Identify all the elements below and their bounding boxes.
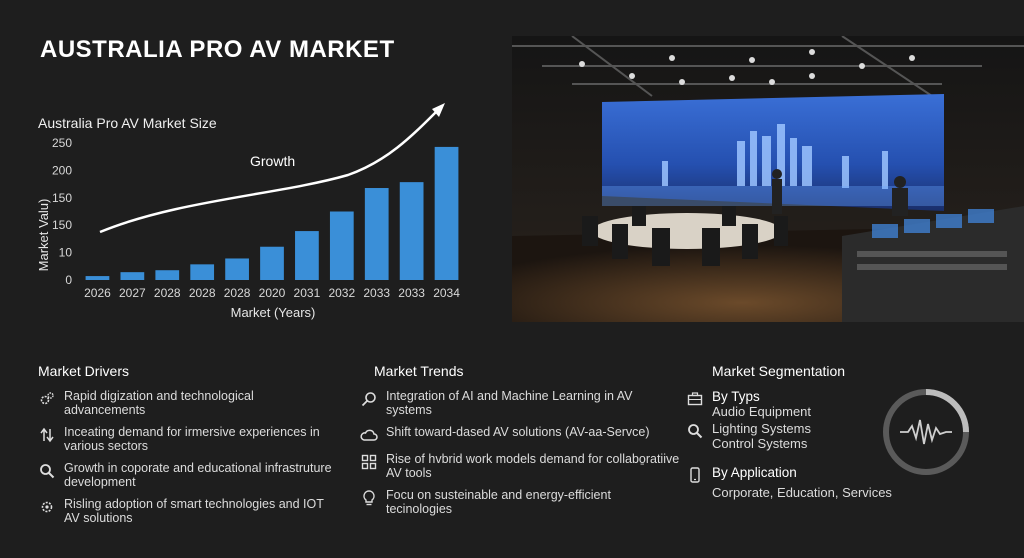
search-icon (686, 422, 704, 440)
list-item: Growth in coporate and educational infra… (38, 461, 338, 489)
conference-room-photo (512, 36, 1024, 322)
market-segmentation-heading: Market Segmentation (712, 363, 846, 379)
trend-text: Shift toward-dased AV solutions (AV-aa-S… (386, 425, 650, 439)
list-item: Rapid digization and technological advan… (38, 389, 338, 417)
bar (434, 146, 459, 280)
x-tick-label: 2028 (224, 286, 251, 300)
list-item: Inceating demand for irmersive experienc… (38, 425, 338, 453)
grid-icon (360, 453, 378, 471)
gears-icon (38, 390, 56, 408)
x-tick-label: 2026 (84, 286, 111, 300)
driver-text: Growth in coporate and educational infra… (64, 461, 332, 489)
x-tick-label: 2027 (119, 286, 146, 300)
y-axis-title: Market Valu) (36, 199, 51, 272)
market-drivers-section: Market Drivers Rapid digization and tech… (38, 363, 338, 533)
page-title: AUSTRALIA PRO AV MARKET (40, 36, 395, 63)
search-icon (360, 390, 378, 408)
y-tick-label: 0 (65, 273, 72, 287)
bar (85, 276, 110, 280)
bar (399, 182, 424, 280)
market-trends-section: Market Trends Integration of AI and Mach… (360, 363, 680, 524)
growth-arrow-head (432, 103, 445, 117)
y-tick-label: 10 (59, 246, 73, 260)
bar (329, 211, 354, 280)
trend-text: Integration of AI and Machine Learning i… (386, 389, 633, 417)
x-tick-label: 2031 (294, 286, 321, 300)
segment-item: Audio Equipment (712, 404, 812, 419)
trend-text: Focu on susteinable and energy-efficient… (386, 488, 611, 516)
x-tick-label: 2020 (259, 286, 286, 300)
bar (190, 264, 215, 280)
phone-icon (686, 466, 704, 484)
chart-title: Australia Pro AV Market Size (38, 115, 217, 131)
growth-arrow (99, 106, 442, 234)
x-tick-label: 2032 (328, 286, 355, 300)
cloud-icon (360, 426, 378, 444)
bar (120, 272, 145, 280)
x-tick-label: 2028 (189, 286, 216, 300)
y-tick-label: 150 (52, 191, 72, 205)
market-trends-heading: Market Trends (374, 363, 464, 379)
driver-text: Inceating demand for irmersive experienc… (64, 425, 320, 453)
bar (260, 246, 284, 280)
growth-annotation: Growth (250, 153, 295, 169)
driver-text: Risling adoption of smart technologies a… (64, 497, 324, 525)
segment-item: Corporate, Education, Services (712, 485, 892, 500)
x-tick-label: 2033 (363, 286, 390, 300)
driver-text: Rapid digization and technological advan… (64, 389, 254, 417)
segment-item: Lighting Systems (712, 421, 811, 436)
bar (295, 231, 319, 280)
list-item: Risling adoption of smart technologies a… (38, 497, 338, 525)
market-segmentation-section: Market Segmentation By Typs Audio Equipm… (686, 363, 996, 508)
segment-by-type: By Typs Audio Equipment (686, 389, 996, 419)
waveform-icon (880, 386, 972, 478)
x-tick-label: 2033 (398, 286, 425, 300)
segment-by-type-cont: Lighting Systems Control Systems (686, 421, 996, 451)
bar (364, 188, 389, 280)
by-type-label: By Typs (712, 389, 760, 404)
arrows-updown-icon (38, 426, 56, 444)
trend-text: Rise of hvbrid work models demand for co… (386, 452, 680, 480)
y-tick-label: 150 (52, 218, 72, 232)
briefcase-icon (686, 390, 704, 408)
market-size-chart: Australia Pro AV Market Size Market Valu… (36, 103, 460, 320)
y-tick-label: 200 (52, 163, 72, 177)
list-item: Shift toward-dased AV solutions (AV-aa-S… (360, 425, 680, 444)
list-item: Focu on susteinable and energy-efficient… (360, 488, 680, 516)
x-axis-title: Market (Years) (231, 305, 316, 320)
segment-item: Control Systems (712, 436, 808, 451)
x-tick-label: 2028 (154, 286, 181, 300)
bar (225, 258, 249, 280)
bar (155, 270, 180, 280)
settings-icon (38, 498, 56, 516)
by-application-label: By Application (712, 465, 797, 480)
list-item: Rise of hvbrid work models demand for co… (360, 452, 680, 480)
x-tick-label: 2034 (433, 286, 460, 300)
bulb-icon (360, 489, 378, 507)
list-item: Integration of AI and Machine Learning i… (360, 389, 680, 417)
segment-by-application: By Application Corporate, Education, Ser… (686, 465, 996, 500)
market-drivers-heading: Market Drivers (38, 363, 130, 379)
search-icon (38, 462, 56, 480)
y-tick-label: 250 (52, 136, 72, 150)
